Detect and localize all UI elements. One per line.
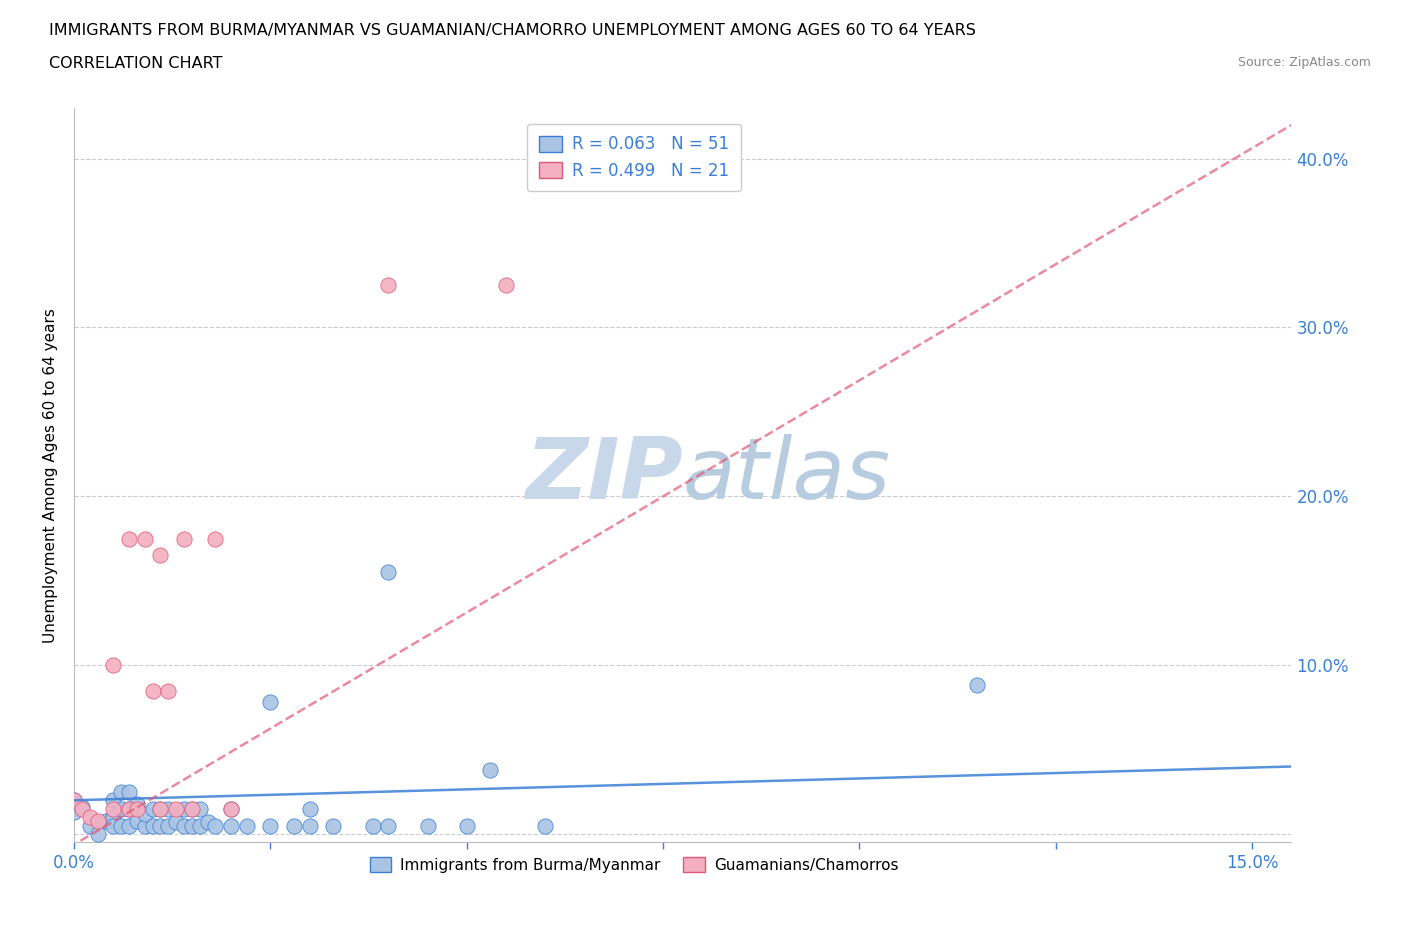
- Point: [377, 565, 399, 579]
- Point: [298, 802, 321, 817]
- Point: [259, 695, 281, 710]
- Point: [63, 804, 86, 819]
- Y-axis label: Unemployment Among Ages 60 to 64 years: Unemployment Among Ages 60 to 64 years: [44, 308, 58, 643]
- Point: [495, 278, 517, 293]
- Point: [416, 818, 439, 833]
- Legend: Immigrants from Burma/Myanmar, Guamanians/Chamorros: Immigrants from Burma/Myanmar, Guamanian…: [364, 851, 904, 879]
- Point: [86, 813, 108, 828]
- Point: [165, 802, 187, 817]
- Point: [283, 818, 305, 833]
- Point: [103, 802, 125, 817]
- Point: [103, 818, 125, 833]
- Point: [377, 278, 399, 293]
- Point: [204, 531, 226, 546]
- Point: [149, 802, 172, 817]
- Point: [157, 683, 180, 698]
- Point: [204, 818, 226, 833]
- Point: [180, 802, 202, 817]
- Text: IMMIGRANTS FROM BURMA/MYANMAR VS GUAMANIAN/CHAMORRO UNEMPLOYMENT AMONG AGES 60 T: IMMIGRANTS FROM BURMA/MYANMAR VS GUAMANI…: [49, 23, 976, 38]
- Point: [70, 802, 93, 817]
- Point: [188, 818, 211, 833]
- Point: [142, 683, 165, 698]
- Point: [456, 818, 478, 833]
- Point: [110, 784, 132, 799]
- Point: [63, 792, 86, 807]
- Point: [479, 763, 502, 777]
- Point: [259, 818, 281, 833]
- Point: [966, 678, 988, 693]
- Point: [149, 548, 172, 563]
- Point: [118, 802, 141, 817]
- Point: [142, 818, 165, 833]
- Point: [103, 792, 125, 807]
- Point: [173, 818, 195, 833]
- Point: [110, 818, 132, 833]
- Point: [149, 818, 172, 833]
- Text: Source: ZipAtlas.com: Source: ZipAtlas.com: [1237, 56, 1371, 69]
- Point: [173, 802, 195, 817]
- Point: [118, 531, 141, 546]
- Point: [125, 796, 148, 811]
- Point: [134, 818, 156, 833]
- Point: [142, 802, 165, 817]
- Point: [70, 800, 93, 815]
- Point: [134, 806, 156, 821]
- Point: [63, 792, 86, 807]
- Point: [79, 810, 101, 825]
- Text: CORRELATION CHART: CORRELATION CHART: [49, 56, 222, 71]
- Point: [219, 802, 242, 817]
- Point: [94, 813, 117, 828]
- Point: [118, 802, 141, 817]
- Point: [125, 813, 148, 828]
- Point: [298, 818, 321, 833]
- Point: [110, 802, 132, 817]
- Point: [125, 802, 148, 817]
- Point: [157, 802, 180, 817]
- Point: [180, 802, 202, 817]
- Point: [534, 818, 557, 833]
- Point: [118, 818, 141, 833]
- Point: [219, 802, 242, 817]
- Point: [236, 818, 259, 833]
- Point: [157, 818, 180, 833]
- Point: [188, 802, 211, 817]
- Point: [361, 818, 384, 833]
- Point: [377, 818, 399, 833]
- Point: [165, 815, 187, 830]
- Point: [103, 658, 125, 672]
- Point: [180, 818, 202, 833]
- Point: [103, 810, 125, 825]
- Point: [79, 818, 101, 833]
- Point: [134, 531, 156, 546]
- Point: [149, 802, 172, 817]
- Text: ZIP: ZIP: [526, 433, 683, 517]
- Point: [173, 531, 195, 546]
- Point: [322, 818, 344, 833]
- Point: [118, 784, 141, 799]
- Point: [86, 827, 108, 842]
- Point: [219, 818, 242, 833]
- Point: [197, 815, 219, 830]
- Text: atlas: atlas: [683, 433, 891, 517]
